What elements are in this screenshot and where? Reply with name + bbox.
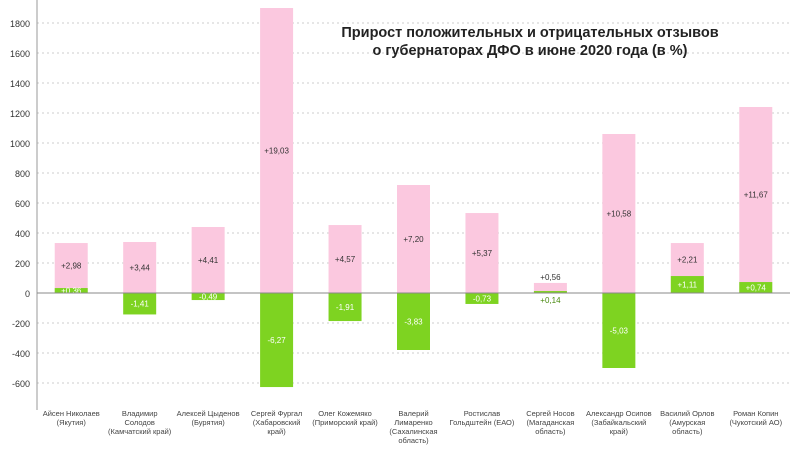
negative-bar xyxy=(123,293,157,315)
x-category-label: (Амурская xyxy=(669,418,705,427)
negative-bar xyxy=(260,293,294,388)
negative-data-label: -1,41 xyxy=(131,300,150,309)
y-tick-label: -200 xyxy=(12,319,30,329)
x-category-label: (Чукотский АО) xyxy=(729,418,782,427)
x-category-label: край) xyxy=(267,427,286,436)
negative-data-label: +1,11 xyxy=(677,281,697,290)
y-tick-label: 1600 xyxy=(10,49,30,59)
negative-data-label: -0,49 xyxy=(199,293,218,302)
x-category-label: (Хабаровский xyxy=(253,418,301,427)
y-tick-label: 0 xyxy=(25,289,30,299)
x-category-label: Алексей Цыденов xyxy=(177,409,240,418)
positive-data-label: +0,56 xyxy=(540,273,561,282)
y-tick-label: 800 xyxy=(15,169,30,179)
x-category-label: Валерий xyxy=(398,409,428,418)
positive-data-label: +7,20 xyxy=(403,235,424,244)
x-category-label: Солодов xyxy=(124,418,154,427)
x-category-label: край) xyxy=(610,427,629,436)
positive-bar xyxy=(465,213,499,293)
x-category-label: Сергей Носов xyxy=(526,409,574,418)
y-tick-label: 200 xyxy=(15,259,30,269)
positive-data-label: +2,21 xyxy=(677,256,698,265)
x-category-label: (Якутия) xyxy=(57,418,87,427)
negative-data-label: -1,91 xyxy=(336,303,355,312)
x-category-label: (Камчатский край) xyxy=(108,427,172,436)
y-tick-label: 1800 xyxy=(10,19,30,29)
negative-bar xyxy=(397,293,430,350)
x-category-label: Владимир xyxy=(122,409,158,418)
x-category-label: Гольдштейн (ЕАО) xyxy=(450,418,515,427)
negative-bar xyxy=(54,288,88,293)
positive-bar xyxy=(191,227,225,293)
positive-bar xyxy=(533,282,567,293)
positive-bar xyxy=(54,243,88,293)
negative-bar xyxy=(533,291,567,293)
y-tick-label: 1200 xyxy=(10,109,30,119)
negative-data-label: +0,36 xyxy=(61,287,82,296)
title-line-2: о губернаторах ДФО в июне 2020 года (в %… xyxy=(372,43,688,59)
positive-bar xyxy=(397,185,430,293)
negative-data-label: +0,74 xyxy=(746,284,767,293)
x-category-label: Лимаренко xyxy=(394,418,432,427)
x-category-label: (Сахалинская xyxy=(389,427,437,436)
negative-data-label: -6,27 xyxy=(267,336,286,345)
x-category-label: (Забайкальский xyxy=(591,418,646,427)
positive-data-label: +11,67 xyxy=(744,191,769,200)
positive-bar xyxy=(739,107,773,293)
y-tick-label: -400 xyxy=(12,349,30,359)
negative-bar xyxy=(191,293,225,301)
x-category-label: Василий Орлов xyxy=(660,409,714,418)
positive-data-label: +4,57 xyxy=(335,255,356,264)
y-tick-label: -600 xyxy=(12,379,30,389)
positive-data-label: +2,98 xyxy=(61,262,82,271)
x-category-label: область) xyxy=(672,427,703,436)
x-category-label: (Магаданская xyxy=(526,418,574,427)
positive-bar xyxy=(260,8,294,293)
title-line-1: Прирост положительных и отрицательных от… xyxy=(341,25,719,41)
x-category-label: область) xyxy=(535,427,566,436)
negative-bar xyxy=(602,293,636,368)
positive-data-label: +10,58 xyxy=(607,210,632,219)
x-category-label: Сергей Фургал xyxy=(251,409,302,418)
positive-data-label: +19,03 xyxy=(264,147,289,156)
y-tick-label: 600 xyxy=(15,199,30,209)
y-tick-label: 1400 xyxy=(10,79,30,89)
y-tick-label: 1000 xyxy=(10,139,30,149)
negative-data-label: +0,14 xyxy=(540,296,561,305)
x-category-label: Ростислав xyxy=(464,409,501,418)
positive-data-label: +4,41 xyxy=(198,256,219,265)
positive-bar xyxy=(602,134,636,293)
chart-title: Прирост положительных и отрицательных от… xyxy=(330,24,730,60)
x-category-label: (Бурятия) xyxy=(192,418,226,427)
negative-bar xyxy=(670,276,704,293)
negative-bar xyxy=(465,293,499,304)
x-category-label: Олег Кожемяко xyxy=(318,409,372,418)
positive-bar xyxy=(123,242,157,293)
x-category-label: (Приморский край) xyxy=(312,418,378,427)
negative-data-label: -0,73 xyxy=(473,294,492,303)
y-tick-label: 400 xyxy=(15,229,30,239)
x-category-label: Роман Копин xyxy=(733,409,778,418)
negative-bar xyxy=(328,293,362,322)
positive-data-label: +3,44 xyxy=(130,264,151,273)
x-category-label: Александр Осипов xyxy=(586,409,652,418)
negative-data-label: -5,03 xyxy=(610,327,629,336)
positive-bar xyxy=(328,225,362,293)
negative-bar xyxy=(739,282,773,293)
positive-data-label: +5,37 xyxy=(472,249,493,258)
negative-data-label: -3,83 xyxy=(404,318,423,327)
x-category-label: область) xyxy=(398,436,429,445)
x-category-label: Айсен Николаев xyxy=(43,409,100,418)
